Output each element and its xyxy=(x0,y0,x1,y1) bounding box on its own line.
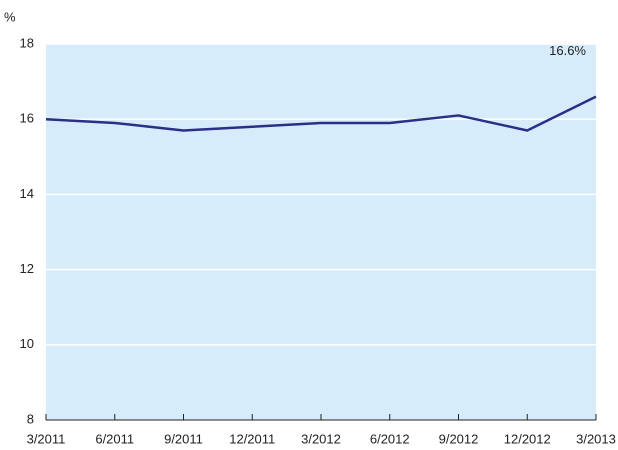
x-tick-label: 9/2012 xyxy=(439,431,479,446)
data-line xyxy=(45,95,597,132)
x-tick-label: 6/2012 xyxy=(370,431,410,446)
x-tick-label: 9/2011 xyxy=(164,431,203,446)
x-tick-label: 3/2011 xyxy=(27,431,66,446)
y-tick-label: 12 xyxy=(20,261,34,276)
value-label: 16.6% xyxy=(549,43,586,58)
y-tick-label: 14 xyxy=(20,186,34,201)
x-tick-label: 6/2011 xyxy=(95,431,134,446)
x-tick-label: 3/2013 xyxy=(576,431,616,446)
y-axis-label: % xyxy=(4,9,16,24)
x-tick-label: 12/2011 xyxy=(229,431,275,446)
y-tick-label: 18 xyxy=(20,35,34,50)
y-tick-label: 8 xyxy=(27,411,34,426)
y-tick-label: 16 xyxy=(20,111,34,126)
x-tick-label: 3/2012 xyxy=(301,431,341,446)
x-tick-label: 12/2012 xyxy=(504,431,551,446)
plot-background xyxy=(46,44,596,420)
y-tick-label: 10 xyxy=(20,336,34,351)
